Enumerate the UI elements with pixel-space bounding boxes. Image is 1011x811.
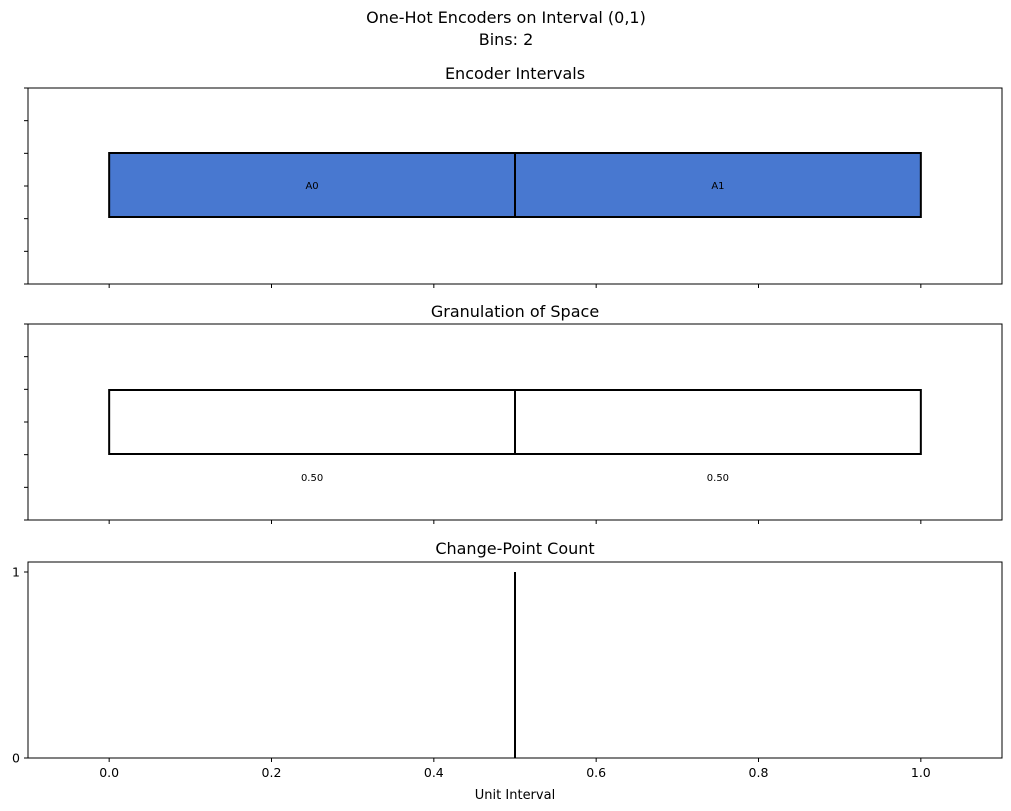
encoder-intervals-title: Encoder Intervals	[445, 64, 585, 83]
encoder-bar-A0	[108, 152, 517, 218]
granule-width-label-1: 0.50	[707, 473, 729, 484]
encoder-intervals-panel: Encoder Intervals A0 A1	[24, 64, 1003, 288]
encoder-label-A1: A1	[711, 181, 724, 192]
x-tick-label-5: 1.0	[911, 765, 931, 780]
suptitle-line2: Bins: 2	[479, 30, 534, 49]
y-tick-label-0: 0	[12, 751, 20, 766]
y-tick-label-1: 1	[12, 565, 20, 580]
encoder-label-A0: A0	[305, 181, 318, 192]
change-point-title: Change-Point Count	[435, 539, 594, 558]
x-tick-label-4: 0.8	[749, 765, 769, 780]
encoder-bar-A1	[514, 152, 922, 218]
x-tick-label-2: 0.4	[424, 765, 444, 780]
x-axis-label: Unit Interval	[475, 788, 555, 803]
change-point-panel: Change-Point Count 0.0 0.2 0.4 0.6 0.8 1.001 …	[12, 539, 1003, 803]
x-tick-label-0: 0.0	[99, 765, 119, 780]
x-tick-label-1: 0.2	[262, 765, 282, 780]
granule-width-label-0: 0.50	[301, 473, 323, 484]
suptitle-line1: One-Hot Encoders on Interval (0,1)	[366, 8, 646, 27]
granule-0	[108, 389, 517, 455]
granule-1	[514, 389, 922, 455]
x-tick-label-3: 0.6	[586, 765, 606, 780]
granulation-panel: Granulation of Space 0.50 0.50	[24, 302, 1003, 524]
granulation-title: Granulation of Space	[431, 302, 599, 321]
